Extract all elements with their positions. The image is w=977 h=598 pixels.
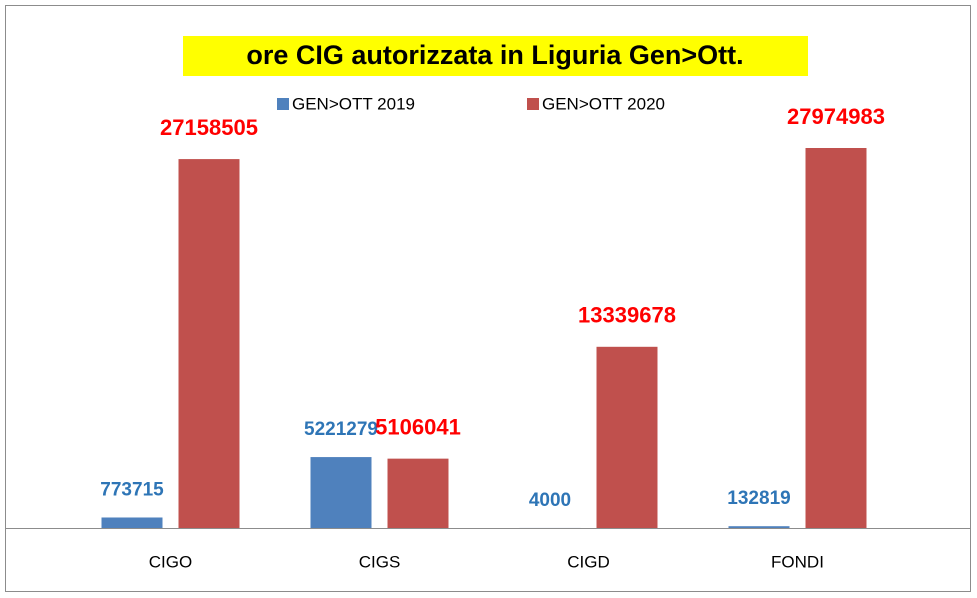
x-tick-label: CIGO xyxy=(149,552,192,571)
value-label: 773715 xyxy=(100,480,164,501)
bar xyxy=(728,526,790,528)
value-label: 27974983 xyxy=(787,104,885,129)
legend-swatch xyxy=(527,98,539,110)
legend-label: GEN>OTT 2020 xyxy=(542,94,665,113)
bar xyxy=(387,458,449,528)
x-tick-label: FONDI xyxy=(771,552,824,571)
bar xyxy=(310,457,372,528)
legend-label: GEN>OTT 2019 xyxy=(292,94,415,113)
value-label: 4000 xyxy=(529,490,571,511)
title-highlight xyxy=(183,36,808,76)
value-label: 27158505 xyxy=(160,115,258,140)
value-label: 5221279 xyxy=(304,419,378,440)
bar xyxy=(178,159,240,528)
x-tick-label: CIGD xyxy=(567,552,610,571)
value-label: 132819 xyxy=(727,488,790,509)
bar xyxy=(805,148,867,528)
x-tick-label: CIGS xyxy=(359,552,401,571)
bar xyxy=(596,346,658,528)
value-label: 5106041 xyxy=(375,414,461,439)
legend-swatch xyxy=(277,98,289,110)
chart-title: ore CIG autorizzata in Liguria Gen>Ott. xyxy=(246,40,743,70)
bar xyxy=(101,517,163,528)
value-label: 13339678 xyxy=(578,303,676,328)
